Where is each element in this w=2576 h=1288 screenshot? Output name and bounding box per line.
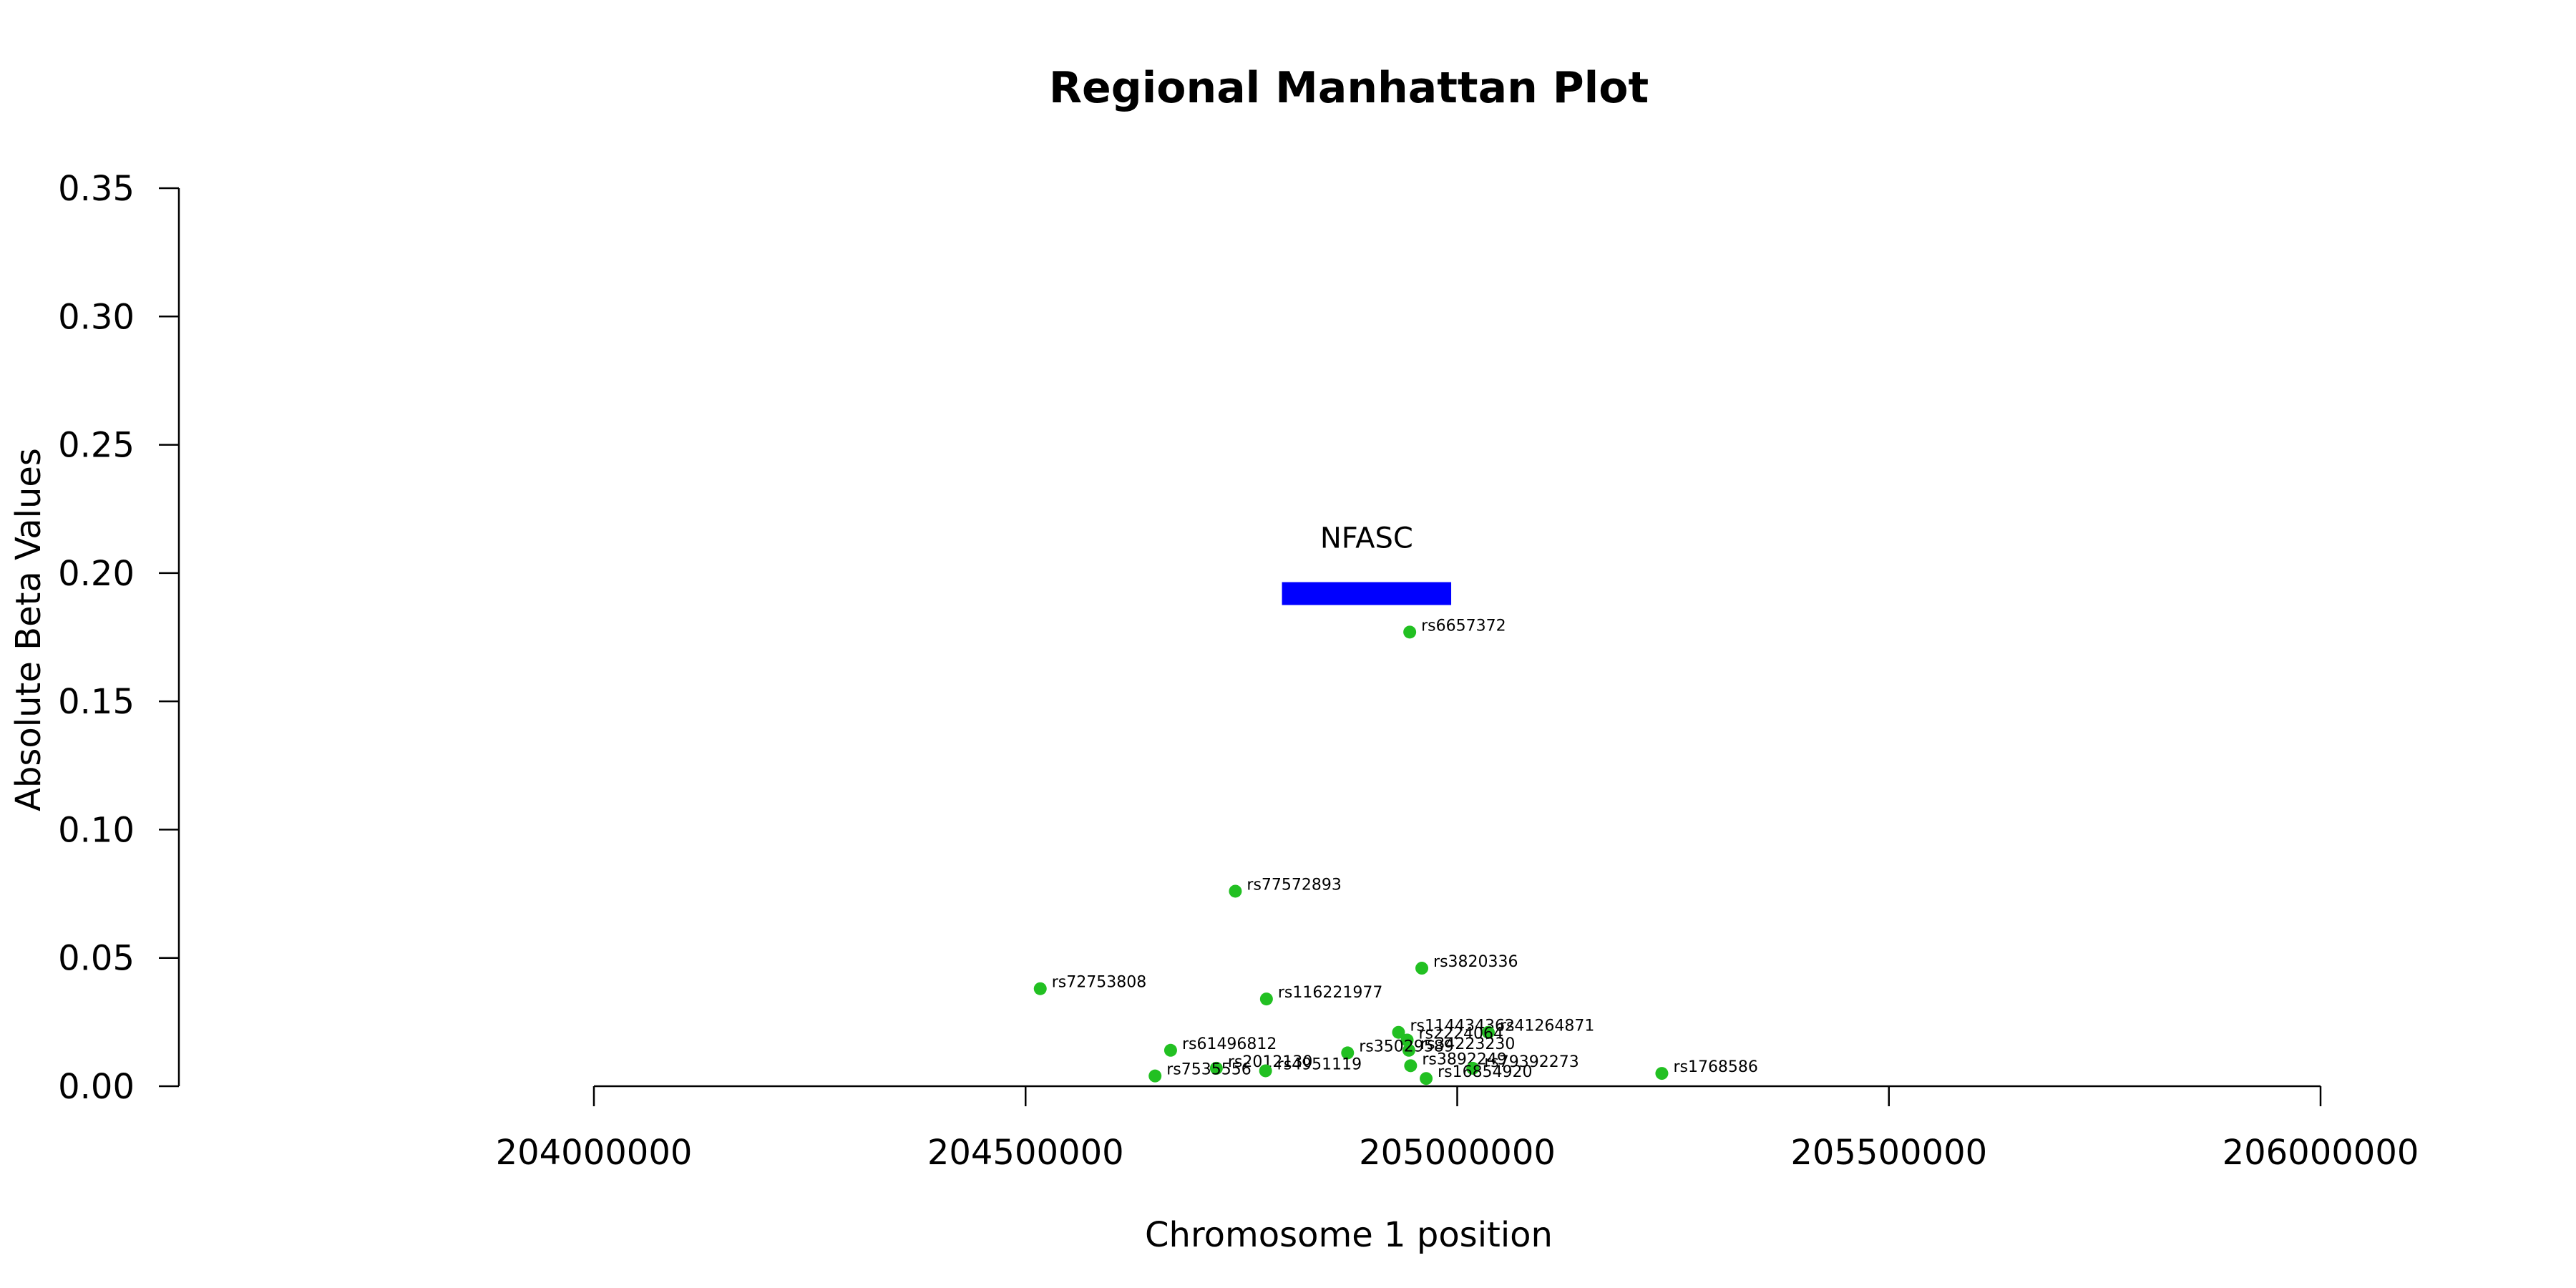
chart-title: Regional Manhattan Plot	[1049, 63, 1649, 113]
y-tick-label: 0.30	[58, 297, 135, 337]
points-layer: rs6657372 rs77572893 rs3820336 rs72753808 rs…	[1033, 617, 1758, 1085]
snp-label: rs1768586	[1673, 1058, 1758, 1076]
snp-label: rs72753808	[1052, 974, 1146, 992]
snp-label: rs61496812	[1182, 1035, 1277, 1053]
y-tick-label: 0.25	[58, 426, 135, 466]
snp-point	[1148, 1069, 1162, 1083]
x-tick-label: 206000000	[2223, 1133, 2419, 1173]
snp-label: rs34223230	[1420, 1035, 1515, 1053]
snp-point	[1259, 992, 1273, 1006]
snp-point	[1400, 1033, 1414, 1047]
snp-point	[1402, 1043, 1415, 1057]
snp-point	[1392, 1025, 1405, 1039]
y-tick-label: 0.15	[58, 682, 135, 722]
snp-point	[1033, 982, 1047, 995]
snp-label: rs77572893	[1246, 876, 1341, 894]
snp-label: rs41264871	[1500, 1018, 1594, 1035]
snp-label: rs4951119	[1277, 1055, 1362, 1073]
gene-label: NFASC	[1320, 522, 1413, 555]
snp-point	[1209, 1061, 1223, 1075]
snp-point	[1341, 1046, 1355, 1060]
snp-point	[1481, 1025, 1495, 1039]
y-tick-label: 0.35	[58, 169, 135, 209]
y-tick-label: 0.05	[58, 939, 135, 979]
snp-point	[1415, 962, 1429, 975]
x-tick-label: 205500000	[1790, 1133, 1987, 1173]
snp-label: rs35029589	[1359, 1038, 1453, 1055]
x-tick-label: 204500000	[927, 1133, 1124, 1173]
snp-point	[1466, 1061, 1480, 1075]
snp-point	[1655, 1067, 1669, 1080]
y-tick-label: 0.00	[58, 1067, 135, 1107]
gene-bar	[1282, 582, 1452, 605]
y-tick-label: 0.10	[58, 810, 135, 850]
snp-label: rs116221977	[1278, 984, 1382, 1002]
x-tick-label: 204000000	[496, 1133, 693, 1173]
snp-label: rs79392273	[1484, 1053, 1579, 1071]
snp-label: rs2224064	[1419, 1025, 1504, 1043]
snp-point	[1403, 625, 1417, 639]
snp-label: rs3820336	[1433, 953, 1518, 971]
snp-point	[1229, 884, 1242, 898]
y-tick-label: 0.20	[58, 554, 135, 594]
snp-label: rs114434362	[1410, 1018, 1514, 1035]
snp-label: rs16854920	[1438, 1063, 1532, 1081]
snp-label: rs6657372	[1421, 617, 1506, 635]
snp-point	[1404, 1059, 1418, 1073]
snp-label: rs3892249	[1422, 1050, 1507, 1068]
y-axis-label: Absolute Beta Values	[9, 448, 49, 811]
x-axis-label: Chromosome 1 position	[1145, 1215, 1553, 1255]
snp-label: rs7535556	[1166, 1061, 1252, 1079]
axes: 0.00 0.05 0.10 0.15 0.20 0.25 0.30 0.35 20400000…	[58, 169, 2419, 1173]
snp-point	[1259, 1064, 1272, 1078]
gene-layer: NFASC	[1282, 522, 1452, 605]
x-tick-label: 205000000	[1359, 1133, 1556, 1173]
snp-point	[1420, 1072, 1433, 1085]
snp-point	[1163, 1043, 1177, 1057]
